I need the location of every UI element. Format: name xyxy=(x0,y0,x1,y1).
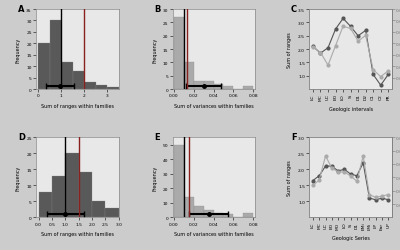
Bar xyxy=(79,173,92,218)
Bar xyxy=(214,213,224,218)
Bar xyxy=(184,63,194,90)
Bar xyxy=(204,210,214,218)
Y-axis label: Frequency: Frequency xyxy=(152,37,157,62)
Bar xyxy=(73,72,84,90)
Bar xyxy=(52,176,65,218)
Bar xyxy=(96,85,107,90)
X-axis label: Sum of ranges within families: Sum of ranges within families xyxy=(41,104,114,108)
Bar xyxy=(38,44,50,90)
X-axis label: Sum of variances within families: Sum of variances within families xyxy=(174,231,254,236)
Y-axis label: Sum of ranges: Sum of ranges xyxy=(288,160,292,196)
X-axis label: Geologic Series: Geologic Series xyxy=(332,235,370,240)
Text: D: D xyxy=(18,133,25,142)
Bar xyxy=(174,145,184,218)
Bar xyxy=(194,82,204,90)
Bar xyxy=(184,197,194,218)
Text: B: B xyxy=(154,5,161,14)
Y-axis label: Frequency: Frequency xyxy=(16,165,21,190)
Y-axis label: Sum of ranges: Sum of ranges xyxy=(288,32,292,68)
Bar xyxy=(224,214,234,218)
Bar xyxy=(224,87,234,90)
Bar xyxy=(194,206,204,218)
Y-axis label: Frequency: Frequency xyxy=(152,165,157,190)
Bar xyxy=(107,88,119,90)
Bar xyxy=(204,82,214,90)
X-axis label: Sum of ranges within families: Sum of ranges within families xyxy=(41,231,114,236)
Bar xyxy=(65,154,79,218)
Y-axis label: Frequency: Frequency xyxy=(16,37,21,62)
Bar xyxy=(106,208,119,218)
Bar xyxy=(39,192,52,218)
Text: A: A xyxy=(18,5,24,14)
X-axis label: Geologic intervals: Geologic intervals xyxy=(328,106,373,111)
Text: F: F xyxy=(291,133,297,142)
Bar xyxy=(50,22,61,90)
Bar xyxy=(84,83,96,90)
Bar xyxy=(214,84,224,90)
Text: C: C xyxy=(291,5,297,14)
Bar xyxy=(244,213,254,218)
Bar xyxy=(61,62,73,90)
Text: E: E xyxy=(154,133,160,142)
X-axis label: Sum of variances within families: Sum of variances within families xyxy=(174,104,254,108)
Bar xyxy=(92,202,106,218)
Bar xyxy=(244,87,254,90)
Bar xyxy=(174,18,184,90)
